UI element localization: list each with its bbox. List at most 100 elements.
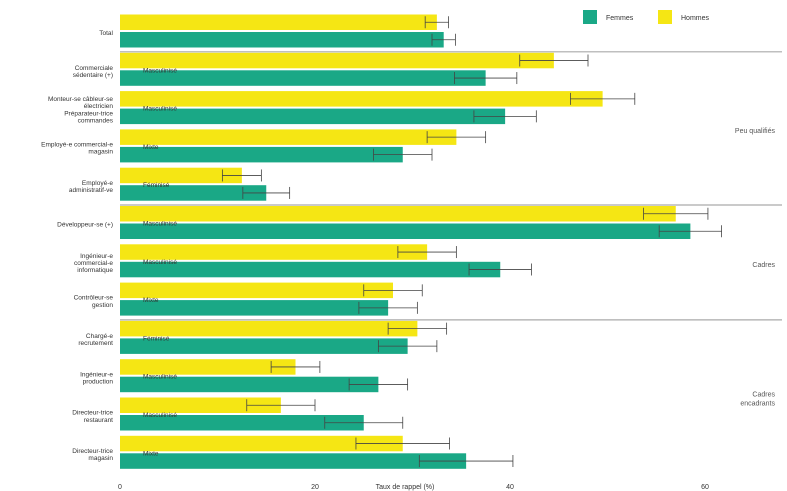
bar-hommes xyxy=(120,206,676,222)
error-bar-femmes xyxy=(348,378,409,391)
group-label: encadrants xyxy=(740,401,775,408)
error-bar-femmes xyxy=(377,340,438,353)
group-label: Cadres xyxy=(752,392,775,399)
category-label: Ingénieur-e xyxy=(80,253,113,260)
error-bar-hommes xyxy=(355,437,450,450)
bar-femmes xyxy=(120,223,691,239)
bar-hommes xyxy=(120,52,554,69)
error-bar-femmes xyxy=(418,455,514,468)
bar-femmes xyxy=(120,32,444,48)
bar-hommes xyxy=(120,167,242,184)
bar-hommes xyxy=(120,129,457,145)
group-label-layer: Peu qualifiés Cadres Cadres encadrants xyxy=(735,128,776,408)
category-label: Chargé-e xyxy=(86,333,113,340)
error-bar-femmes xyxy=(242,186,291,199)
category-label: sédentaire (+) xyxy=(73,72,113,79)
x-axis: 0 20 40 60 xyxy=(118,484,709,491)
category-label: magasin xyxy=(88,149,113,156)
error-bar-femmes xyxy=(373,148,433,161)
category-label: Monteur-se câbleur-se xyxy=(48,96,113,103)
x-axis-title: Taux de rappel (%) xyxy=(376,484,435,491)
x-tick-label: 60 xyxy=(701,484,709,491)
error-bar-femmes xyxy=(324,416,404,429)
legend-label-hommes: Hommes xyxy=(681,15,710,22)
bar-hommes xyxy=(120,282,393,299)
category-label: Commerciale xyxy=(75,65,114,72)
category-label: Ingénieur-e xyxy=(80,371,113,378)
bar-hommes xyxy=(120,397,281,413)
category-label: production xyxy=(83,378,114,385)
category-label: magasin xyxy=(88,455,113,462)
bar-tag: Masculinisé xyxy=(143,259,177,266)
error-bar-hommes xyxy=(387,322,448,335)
error-bar-hommes xyxy=(570,92,636,105)
error-bar-hommes xyxy=(519,54,589,67)
legend-swatch-femmes xyxy=(583,10,597,24)
error-bar-femmes xyxy=(431,33,456,46)
bar-femmes xyxy=(120,146,403,163)
error-bar-hommes xyxy=(221,169,262,182)
category-label: recrutement xyxy=(78,340,113,347)
category-label: Directeur-trice xyxy=(72,448,113,455)
group-separators xyxy=(120,51,782,321)
bar-femmes xyxy=(120,70,486,86)
error-bar-femmes xyxy=(468,263,532,276)
group-label: Cadres xyxy=(752,262,775,269)
bar-tag: Mixte xyxy=(143,144,159,151)
bar-hommes xyxy=(120,435,403,452)
category-label: restaurant xyxy=(84,417,113,424)
bar-tag: Masculinisé xyxy=(143,221,177,228)
bar-tag: Masculinisé xyxy=(143,412,177,419)
bar-tag: Masculinisé xyxy=(143,374,177,381)
bar-hommes xyxy=(120,320,418,337)
x-tick-label: 20 xyxy=(311,484,319,491)
bar-tag: Mixte xyxy=(143,297,159,304)
bar-tag: Masculinisé xyxy=(143,106,177,113)
bar-tag: Masculinisé xyxy=(143,67,177,74)
bar-hommes xyxy=(120,244,428,260)
bar-femmes xyxy=(120,300,389,316)
error-bar-hommes xyxy=(363,284,423,297)
legend-label-femmes: Femmes xyxy=(606,15,634,22)
error-bar-hommes xyxy=(246,399,316,412)
category-label: gestion xyxy=(92,302,113,309)
category-label: Développeur-se (+) xyxy=(57,222,113,229)
legend: Femmes Hommes xyxy=(583,10,710,24)
category-label: Directeur-trice xyxy=(72,410,113,417)
error-bar-hommes xyxy=(424,16,449,29)
bar-femmes xyxy=(120,185,267,201)
bar-hommes xyxy=(120,14,437,30)
category-label: Préparateur-trice xyxy=(64,110,113,117)
bar-femmes xyxy=(120,376,379,393)
category-label: électricien xyxy=(84,103,114,110)
bar-tag: Mixte xyxy=(143,450,159,457)
legend-swatch-hommes xyxy=(658,10,672,24)
error-bar-hommes xyxy=(643,207,709,220)
bar-femmes xyxy=(120,108,506,125)
error-bar-hommes xyxy=(426,131,487,144)
x-tick-label: 0 xyxy=(118,484,122,491)
category-label: commandes xyxy=(78,118,114,125)
category-label: administratif-ve xyxy=(69,187,113,194)
error-bar-layer xyxy=(221,16,722,468)
bar-femmes xyxy=(120,338,408,354)
error-bar-femmes xyxy=(473,110,537,123)
error-bar-femmes xyxy=(454,72,518,85)
error-bar-hommes xyxy=(397,246,457,259)
category-label: commercial-e xyxy=(74,260,113,267)
category-label: Employé-e commercial-e xyxy=(41,141,113,148)
category-label: Employé-e xyxy=(82,180,113,187)
bar-femmes xyxy=(120,261,501,278)
category-label: Contrôleur-se xyxy=(74,295,114,302)
bar-hommes xyxy=(120,91,603,107)
bar-tag: Féminisé xyxy=(143,182,170,189)
category-label: Total xyxy=(99,30,113,37)
error-bar-femmes xyxy=(658,225,722,238)
bar-hommes xyxy=(120,359,296,375)
bar-femmes xyxy=(120,453,467,469)
bar-tag-layer: Masculinisé Masculinisé Mixte Féminisé Mascu… xyxy=(143,67,177,457)
error-bar-hommes xyxy=(270,360,321,373)
bar-femmes xyxy=(120,415,364,431)
